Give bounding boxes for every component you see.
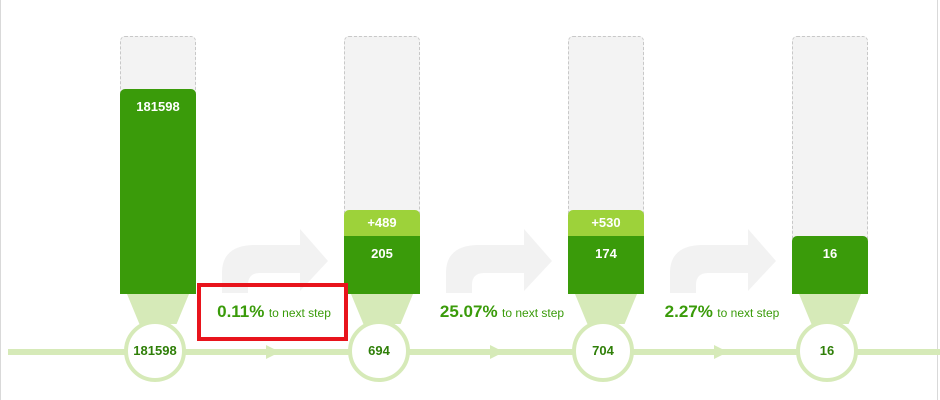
funnel-step-arrow-icon [446,229,552,293]
step-3-node[interactable]: 704 [572,320,634,382]
conversion-1-label: to next step [268,306,331,320]
funnel-step-arrow-icon [222,229,328,293]
step-1-node-value: 181598 [133,343,177,358]
step-2-node[interactable]: 694 [348,320,410,382]
step-4-bar-value: 16 [822,246,838,261]
step-4-node[interactable]: 16 [796,320,858,382]
flow-arrow-icon [266,345,280,359]
step-4-bar[interactable]: 16 [792,236,868,294]
conversion-3-label: to next step [717,306,780,320]
conversion-3-percent: 2.27% [664,302,713,321]
step-2-added-segment[interactable]: +489 [344,210,420,236]
step-3-bar[interactable]: 174 [568,236,644,294]
step-2-bar[interactable]: 205 [344,236,420,294]
step-4-node-value: 16 [819,343,835,358]
step-2-node-value: 694 [368,343,390,358]
conversion-1: 0.11% to next step [189,302,359,322]
conversion-2-percent: 25.07% [439,302,498,321]
step-3-node-value: 704 [592,343,614,358]
highlight-box [197,283,348,341]
conversion-2-label: to next step [502,306,565,320]
conversion-2: 25.07% to next step [417,302,587,322]
step-3-bar-value: 174 [595,246,617,261]
conversion-3: 2.27% to next step [637,302,807,322]
step-2-bar-value: 205 [371,246,393,261]
step-1-bar-value: 181598 [136,99,180,114]
flow-baseline [8,349,940,355]
step-1-node[interactable]: 181598 [124,320,186,382]
flow-arrow-icon [714,345,728,359]
step-3-added-segment[interactable]: +530 [568,210,644,236]
funnel-step-arrow-icon [670,229,776,293]
step-3-added-value: +530 [591,215,621,230]
step-2-added-value: +489 [367,215,397,230]
step-2-stem [351,294,413,324]
conversion-1-percent: 0.11% [217,302,265,321]
flow-arrow-icon [490,345,504,359]
step-1-bar[interactable]: 181598 [120,89,196,294]
